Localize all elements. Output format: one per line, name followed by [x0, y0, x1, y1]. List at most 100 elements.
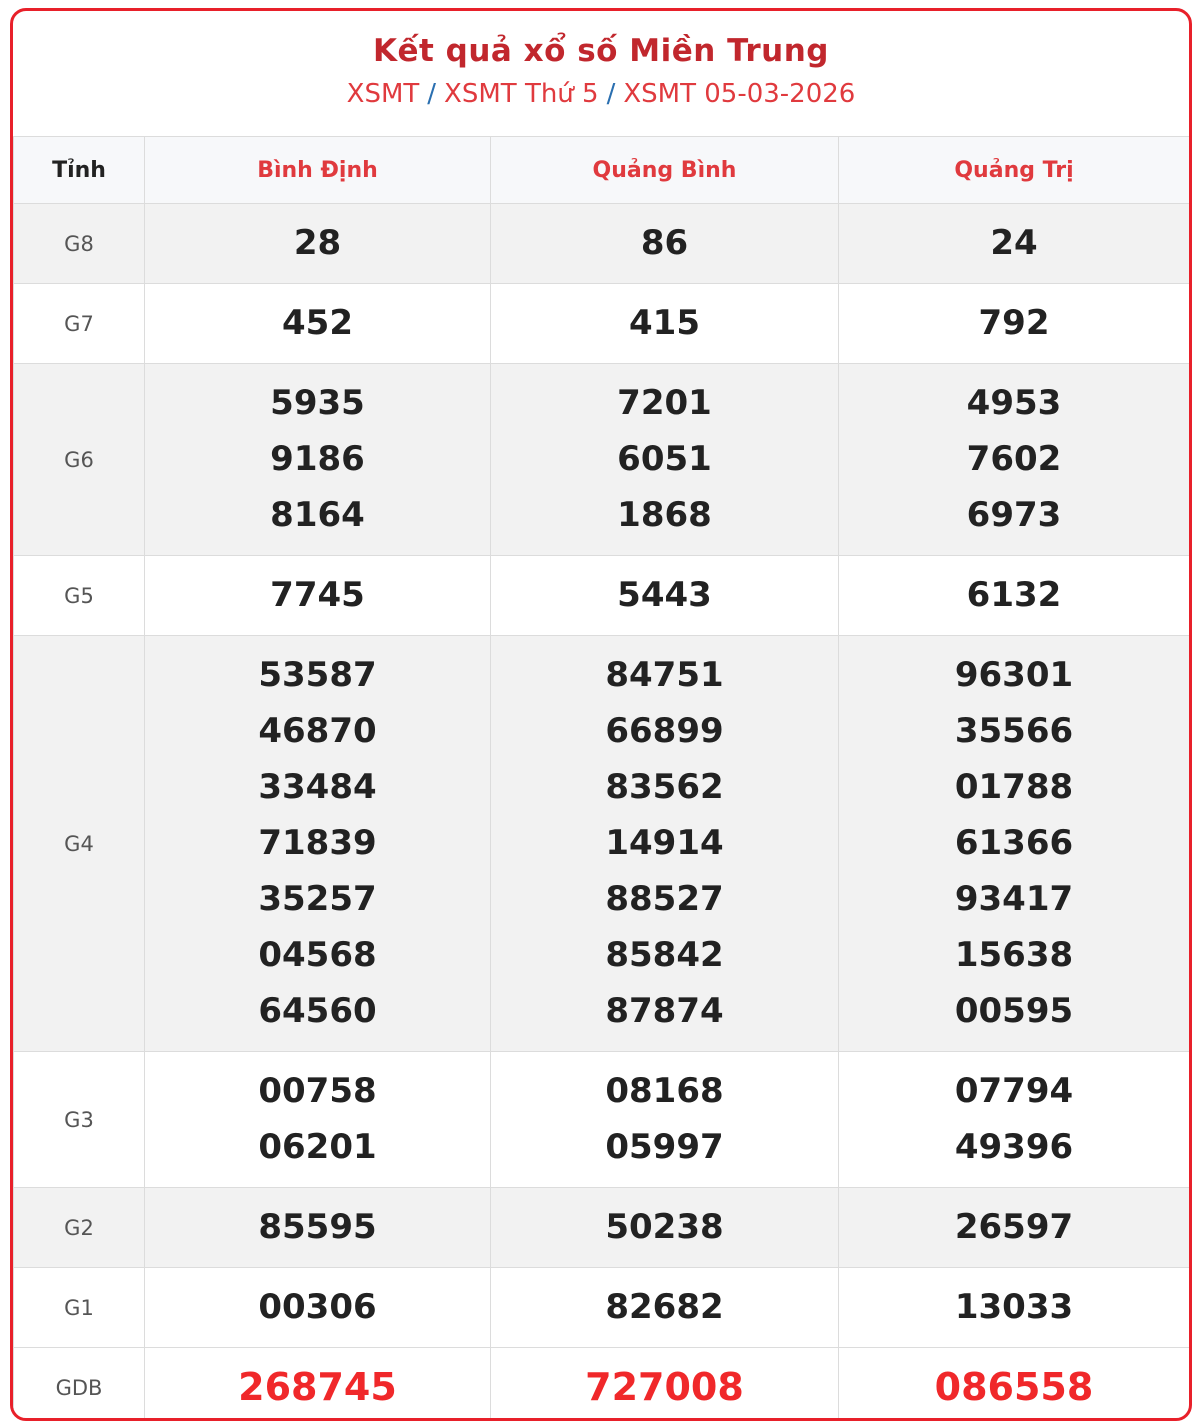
header-quang-binh[interactable]: Quảng Bình	[490, 136, 839, 204]
prize-cell: 85595	[144, 1187, 491, 1268]
prize-number: 6051	[617, 439, 712, 479]
prize-cell: 7745	[144, 555, 491, 636]
prize-number: 5443	[617, 575, 712, 615]
breadcrumb-xsmt[interactable]: XSMT	[346, 79, 420, 109]
prize-number: 85595	[258, 1207, 377, 1247]
prize-cell: 08168 05997	[490, 1051, 839, 1188]
prize-number: 15638	[954, 935, 1074, 975]
prize-number: 35257	[258, 879, 377, 919]
prize-cell: 452	[144, 283, 491, 364]
prize-number: 66899	[605, 711, 724, 751]
prize-label: G2	[13, 1187, 145, 1268]
table-row: G2 85595 50238 26597	[13, 1187, 1189, 1268]
prize-number: 1868	[617, 495, 712, 535]
prize-number: 46870	[258, 711, 377, 751]
prize-number: 84751	[605, 655, 724, 695]
prize-number: 8164	[270, 495, 365, 535]
prize-cell: 07794 49396	[838, 1051, 1189, 1188]
prize-number: 71839	[258, 823, 377, 863]
prize-number: 28	[293, 223, 342, 263]
prize-number: 04568	[258, 935, 377, 975]
prize-number: 88527	[605, 879, 724, 919]
prize-number: 00306	[258, 1287, 377, 1327]
prize-number: 5935	[270, 383, 365, 423]
prize-cell: 53587 46870 33484 71839 35257 04568 64560	[144, 635, 491, 1052]
prize-cell: 96301 35566 01788 61366 93417 15638 00595	[838, 635, 1189, 1052]
prize-number: 4953	[966, 383, 1062, 423]
prize-cell: 82682	[490, 1267, 839, 1348]
prize-number: 7201	[617, 383, 712, 423]
card-header: Kết quả xổ số Miền Trung XSMT / XSMT Thứ 5…	[13, 11, 1189, 136]
prize-number: 82682	[605, 1287, 724, 1327]
table-row: G8 28 86 24	[13, 203, 1189, 284]
prize-cell: 5935 9186 8164	[144, 363, 491, 556]
breadcrumb-xsmt-thu5[interactable]: XSMT Thứ 5	[444, 79, 599, 109]
prize-number: 50238	[605, 1207, 724, 1247]
prize-cell: 86	[490, 203, 839, 284]
prize-number: 26597	[954, 1207, 1074, 1247]
prize-label: G6	[13, 363, 145, 556]
table-row: G7 452 415 792	[13, 283, 1189, 364]
header-binh-dinh[interactable]: Bình Định	[144, 136, 491, 204]
prize-number: 35566	[954, 711, 1074, 751]
prize-number: 00758	[258, 1071, 377, 1111]
prize-number: 13033	[954, 1287, 1074, 1327]
prize-cell: 6132	[838, 555, 1189, 636]
prize-cell: 727008	[490, 1347, 839, 1418]
prize-cell: 7201 6051 1868	[490, 363, 839, 556]
prize-number: 792	[978, 303, 1050, 343]
prize-label: G8	[13, 203, 145, 284]
prize-number: 7602	[966, 439, 1062, 479]
prize-number: 01788	[954, 767, 1074, 807]
breadcrumb-separator: /	[606, 79, 616, 109]
prize-label: G1	[13, 1267, 145, 1348]
prize-number: 6973	[966, 495, 1062, 535]
breadcrumb-date[interactable]: XSMT 05-03-2026	[623, 79, 856, 109]
prize-number: 452	[282, 303, 353, 343]
table-row: G5 7745 5443 6132	[13, 555, 1189, 636]
prize-cell: 13033	[838, 1267, 1189, 1348]
header-province: Tỉnh	[13, 136, 145, 204]
prize-number: 53587	[258, 655, 377, 695]
prize-cell: 28	[144, 203, 491, 284]
prize-number: 85842	[605, 935, 724, 975]
prize-number: 08168	[605, 1071, 724, 1111]
prize-number: 64560	[258, 991, 377, 1031]
prize-cell: 26597	[838, 1187, 1189, 1268]
prize-label: GDB	[13, 1347, 145, 1418]
prize-cell: 792	[838, 283, 1189, 364]
prize-number: 14914	[605, 823, 724, 863]
prize-number: 83562	[605, 767, 724, 807]
prize-number: 86	[640, 223, 689, 263]
prize-number: 87874	[605, 991, 724, 1031]
prize-cell: 50238	[490, 1187, 839, 1268]
special-prize-number: 727008	[585, 1365, 744, 1409]
prize-number: 61366	[954, 823, 1074, 863]
prize-cell: 00306	[144, 1267, 491, 1348]
breadcrumb-separator: /	[427, 79, 437, 109]
prize-cell: 415	[490, 283, 839, 364]
prize-cell: 84751 66899 83562 14914 88527 85842 87874	[490, 635, 839, 1052]
prize-number: 33484	[258, 767, 377, 807]
breadcrumb: XSMT / XSMT Thứ 5/XSMT 05-03-2026	[13, 79, 1189, 109]
prize-number: 24	[990, 223, 1038, 263]
table-row: GDB 268745 727008 086558	[13, 1347, 1189, 1418]
prize-number: 96301	[954, 655, 1074, 695]
prize-number: 415	[629, 303, 700, 343]
prize-cell: 24	[838, 203, 1189, 284]
header-quang-tri[interactable]: Quảng Trị	[838, 136, 1189, 204]
table-header-row: Tỉnh Bình Định Quảng Bình Quảng Trị	[13, 136, 1189, 204]
prize-cell: 086558	[838, 1347, 1189, 1418]
prize-number: 00595	[954, 991, 1074, 1031]
table-row: G3 00758 06201 08168 05997 07794 49396	[13, 1051, 1189, 1188]
special-prize-number: 268745	[238, 1365, 397, 1409]
prize-number: 7745	[270, 575, 365, 615]
prize-label: G4	[13, 635, 145, 1052]
prize-number: 05997	[605, 1127, 724, 1167]
prize-number: 49396	[954, 1127, 1074, 1167]
page-title: Kết quả xổ số Miền Trung	[373, 33, 829, 69]
prize-label: G3	[13, 1051, 145, 1188]
prize-label: G5	[13, 555, 145, 636]
prize-number: 06201	[258, 1127, 377, 1167]
prize-cell: 00758 06201	[144, 1051, 491, 1188]
